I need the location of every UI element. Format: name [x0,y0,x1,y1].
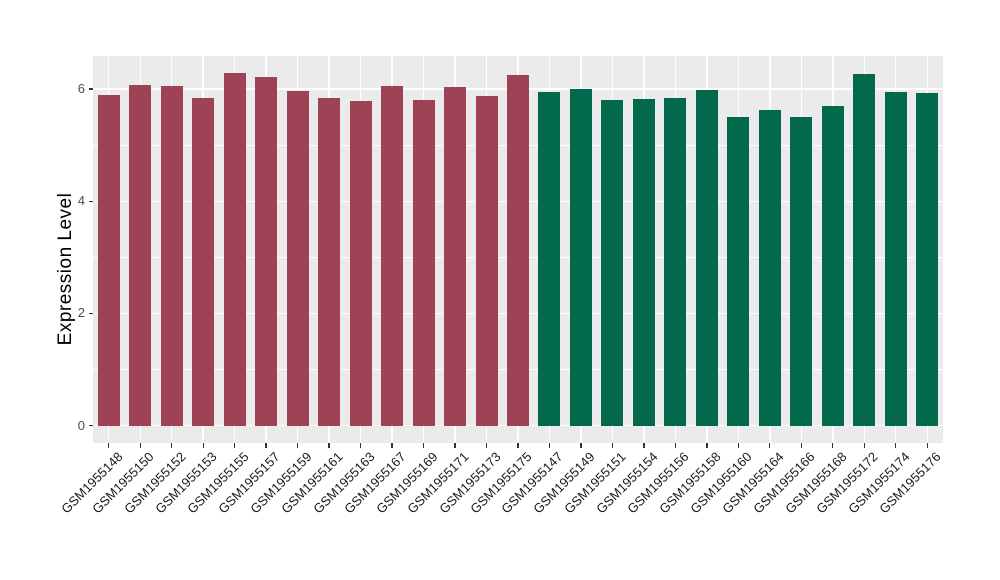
bar-GSM1955168 [821,105,844,426]
x-tick-GSM1955174 [895,443,897,448]
y-tick-4 [88,200,93,202]
bar-GSM1955175 [507,74,529,426]
bar-GSM1955171 [444,86,467,426]
bar-GSM1955174 [884,91,907,426]
bar-GSM1955148 [97,94,120,426]
x-tick-GSM1955147 [548,443,551,448]
y-tick-label-4: 4 [77,193,85,209]
x-tick-GSM1955154 [643,443,645,448]
x-tick-GSM1955159 [296,443,299,448]
x-tick-GSM1955157 [265,443,267,448]
bar-GSM1955176 [916,93,939,426]
bar-GSM1955147 [538,91,561,426]
y-tick-0 [88,424,93,427]
bar-GSM1955158 [695,90,718,426]
x-tick-GSM1955160 [737,443,740,448]
y-tick-label-0: 0 [77,417,85,433]
y-tick-2 [88,312,93,315]
bar-GSM1955154 [632,98,655,426]
bar-GSM1955166 [790,117,813,426]
x-tick-GSM1955150 [139,443,141,448]
x-tick-GSM1955156 [674,443,677,448]
bar-GSM1955160 [727,116,750,426]
bar-GSM1955167 [381,86,404,426]
bar-GSM1955163 [349,101,372,426]
x-tick-GSM1955175 [517,443,519,448]
x-tick-GSM1955173 [485,443,488,448]
x-tick-GSM1955171 [454,443,456,448]
bar-GSM1955152 [160,86,183,426]
x-tick-GSM1955152 [171,443,173,448]
bar-GSM1955157 [255,76,278,426]
bar-GSM1955150 [129,85,152,426]
x-tick-GSM1955149 [580,443,582,448]
y-axis-title: Expression Level [55,192,76,346]
bar-GSM1955149 [569,88,592,426]
bar-GSM1955156 [664,97,687,426]
x-tick-GSM1955163 [359,443,362,448]
bar-GSM1955169 [412,99,435,426]
x-tick-GSM1955158 [706,443,708,448]
x-tick-GSM1955155 [234,443,236,448]
x-tick-GSM1955168 [832,443,834,448]
x-tick-GSM1955172 [863,443,865,448]
y-tick-6 [88,88,93,90]
bar-GSM1955173 [475,96,498,426]
x-tick-GSM1955176 [926,443,928,448]
x-tick-GSM1955153 [202,443,204,448]
bar-GSM1955151 [601,99,624,426]
bar-GSM1955153 [192,97,215,426]
bar-GSM1955161 [318,97,341,426]
bar-GSM1955172 [853,73,876,426]
x-tick-GSM1955167 [391,443,393,448]
bar-GSM1955164 [758,110,781,426]
x-tick-GSM1955166 [800,443,802,448]
y-tick-label-2: 2 [77,305,85,321]
x-tick-GSM1955148 [108,443,110,448]
x-tick-GSM1955164 [769,443,771,448]
x-tick-GSM1955161 [328,443,330,448]
bar-GSM1955159 [286,90,309,426]
bar-GSM1955155 [223,73,246,426]
x-tick-GSM1955169 [422,443,425,448]
x-tick-GSM1955151 [611,443,614,448]
y-tick-label-6: 6 [77,81,85,97]
